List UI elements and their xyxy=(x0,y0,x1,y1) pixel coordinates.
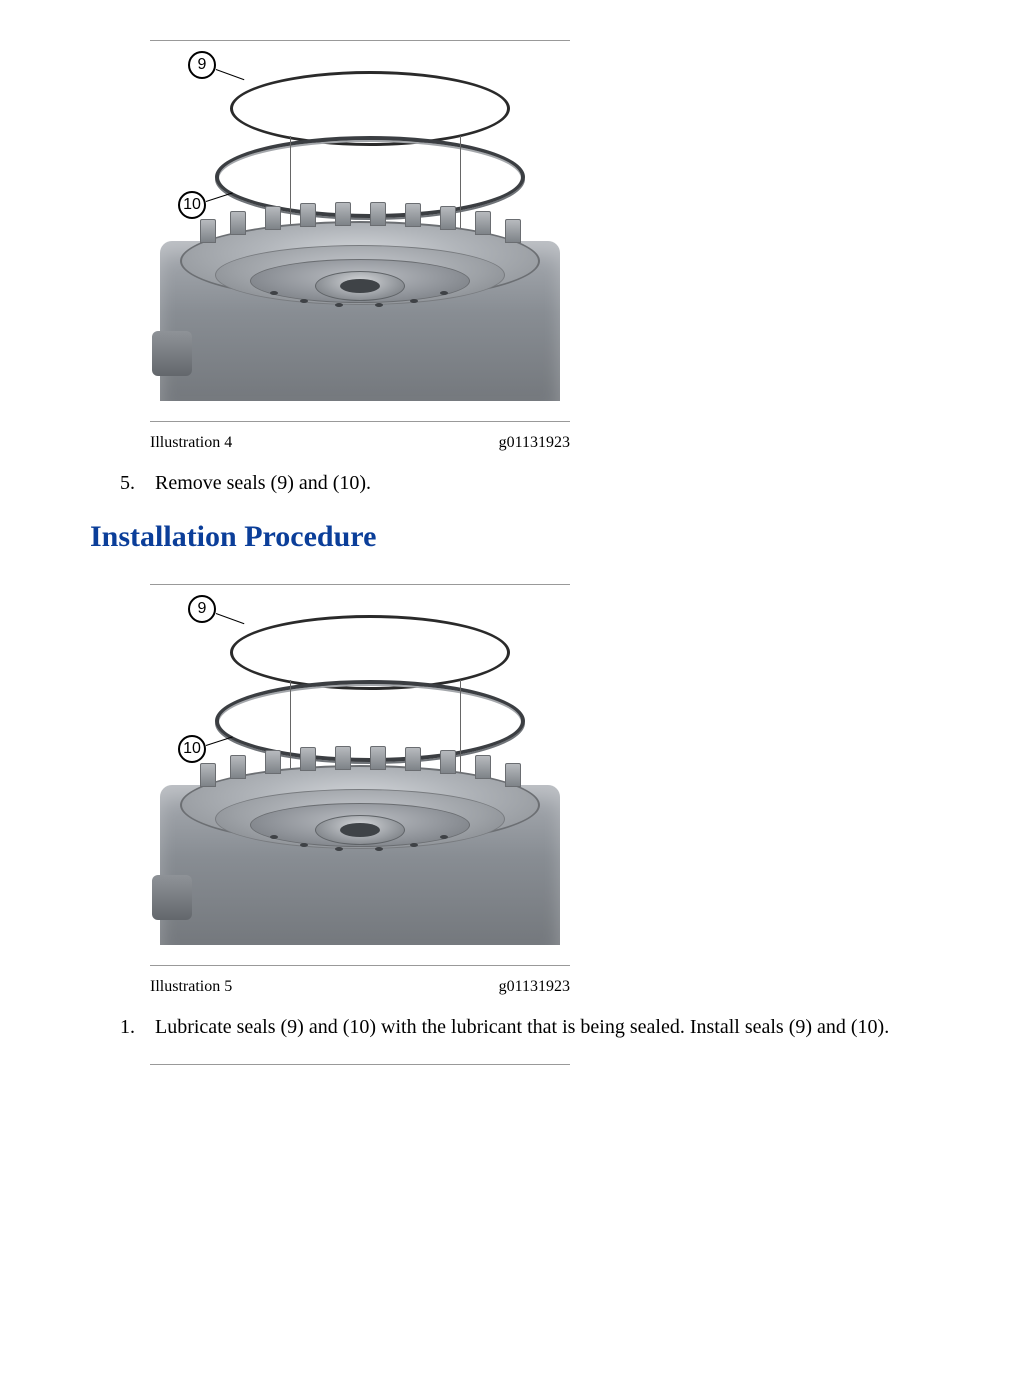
housing-tooth xyxy=(200,219,216,243)
housing-assembly xyxy=(160,745,560,955)
housing-tooth xyxy=(300,747,316,771)
illustration-code: g01131923 xyxy=(499,978,570,996)
bolt-hole xyxy=(440,291,448,295)
step-5-number: 5. xyxy=(120,472,145,495)
bolt-hole xyxy=(375,847,383,851)
figure-1-caption: Illustration 4 g01131923 xyxy=(150,434,570,452)
callout-9: 9 xyxy=(188,595,216,623)
housing-tooth xyxy=(475,211,491,235)
bolt-hole xyxy=(270,835,278,839)
housing-tooth xyxy=(230,755,246,779)
housing-tooth xyxy=(265,206,281,230)
step-1-text: Lubricate seals (9) and (10) with the lu… xyxy=(155,1016,934,1039)
bolt-hole xyxy=(300,299,308,303)
housing-tooth xyxy=(200,763,216,787)
bolt-hole xyxy=(335,303,343,307)
bolt-hole xyxy=(270,291,278,295)
housing-tooth xyxy=(370,202,386,226)
bolt-hole xyxy=(410,843,418,847)
seal-9-ring xyxy=(230,615,510,690)
bolt-hole xyxy=(440,835,448,839)
housing-hub-hole xyxy=(340,823,380,837)
step-5: 5. Remove seals (9) and (10). xyxy=(120,472,934,495)
housing-hub-hole xyxy=(340,279,380,293)
figure-bottom-divider xyxy=(150,965,570,966)
illustration-label: Illustration 4 xyxy=(150,434,232,452)
housing-tooth xyxy=(370,746,386,770)
callout-9-leader xyxy=(216,69,245,80)
installation-procedure-heading: Installation Procedure xyxy=(90,520,934,554)
housing-tooth xyxy=(405,203,421,227)
housing-tooth xyxy=(265,750,281,774)
seal-9-ring xyxy=(230,71,510,146)
callout-10-label: 10 xyxy=(183,196,201,214)
housing-tooth xyxy=(335,746,351,770)
housing-tooth xyxy=(475,755,491,779)
figure-block-2: 9 10 Illustration 5 g01131923 xyxy=(150,584,934,996)
step-1: 1. Lubricate seals (9) and (10) with the… xyxy=(120,1016,934,1039)
housing-assembly xyxy=(160,201,560,411)
bolt-hole xyxy=(410,299,418,303)
housing-tooth xyxy=(440,206,456,230)
housing-port xyxy=(152,875,192,920)
bolt-hole xyxy=(335,847,343,851)
step-5-text: Remove seals (9) and (10). xyxy=(155,472,934,495)
housing-port xyxy=(152,331,192,376)
callout-10-label: 10 xyxy=(183,740,201,758)
callout-9-label: 9 xyxy=(198,56,207,74)
callout-10: 10 xyxy=(178,735,206,763)
callout-10: 10 xyxy=(178,191,206,219)
illustration-code: g01131923 xyxy=(499,434,570,452)
illustration-4: 9 10 xyxy=(150,41,570,421)
housing-tooth xyxy=(300,203,316,227)
callout-9-leader xyxy=(216,613,245,624)
trailing-divider xyxy=(150,1064,570,1065)
housing-tooth xyxy=(505,763,521,787)
callout-9-label: 9 xyxy=(198,600,207,618)
housing-tooth xyxy=(230,211,246,235)
step-1-number: 1. xyxy=(120,1016,145,1039)
housing-tooth xyxy=(440,750,456,774)
housing-tooth xyxy=(405,747,421,771)
housing-tooth xyxy=(505,219,521,243)
illustration-5: 9 10 xyxy=(150,585,570,965)
figure-block-1: 9 10 Illustration 4 g01131923 xyxy=(150,40,934,452)
bolt-hole xyxy=(375,303,383,307)
figure-bottom-divider xyxy=(150,421,570,422)
callout-9: 9 xyxy=(188,51,216,79)
figure-2-caption: Illustration 5 g01131923 xyxy=(150,978,570,996)
housing-tooth xyxy=(335,202,351,226)
bolt-hole xyxy=(300,843,308,847)
illustration-label: Illustration 5 xyxy=(150,978,232,996)
